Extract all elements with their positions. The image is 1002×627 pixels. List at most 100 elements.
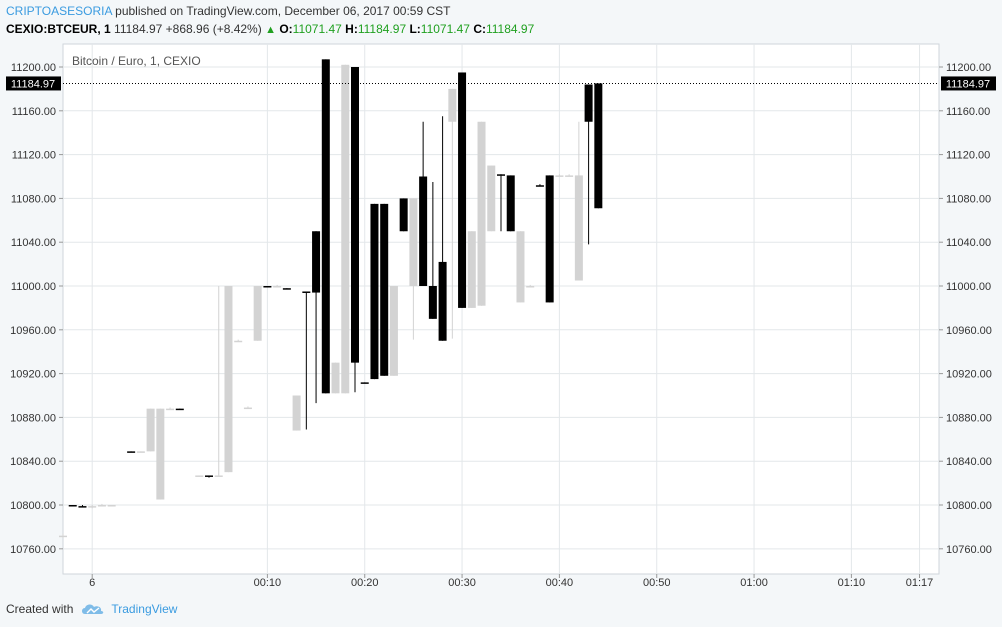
candle-body bbox=[516, 231, 525, 303]
candle-up bbox=[467, 231, 476, 308]
candle-down bbox=[584, 84, 593, 245]
candle-down bbox=[302, 291, 311, 430]
y-tick-label-left: 10800.00 bbox=[10, 500, 56, 512]
candle-body bbox=[107, 505, 116, 507]
candle-down bbox=[594, 83, 603, 209]
y-tick-label-right: 10880.00 bbox=[946, 412, 992, 424]
candle-body bbox=[136, 451, 145, 453]
ohlc-line: CEXIO:BTCEUR, 1 11184.97 +868.96 (+8.42%… bbox=[6, 22, 534, 36]
candle-body bbox=[175, 408, 184, 411]
y-tick-label-left: 11080.00 bbox=[11, 193, 56, 205]
publish-line: CRIPTOASESORIA published on TradingView.… bbox=[6, 4, 450, 18]
last-price-marker: 11184.97 11184.97 bbox=[6, 76, 996, 91]
candle-body bbox=[428, 286, 437, 319]
candle-down bbox=[205, 475, 213, 478]
y-tick-label-left: 11040.00 bbox=[11, 237, 56, 249]
y-tick-label-right: 10920.00 bbox=[946, 369, 992, 381]
published-info: published on TradingView.com, December 0… bbox=[115, 4, 451, 18]
candle-up bbox=[516, 231, 525, 303]
candle-body bbox=[292, 395, 301, 431]
candle-up bbox=[253, 286, 262, 341]
candle-body bbox=[253, 286, 262, 341]
last-price-label-right: 11184.97 bbox=[946, 78, 990, 90]
y-tick-label-left: 11120.00 bbox=[12, 150, 56, 162]
candle-body bbox=[214, 475, 223, 477]
candle-body bbox=[360, 382, 369, 384]
last-price-value: 11184.97 bbox=[114, 22, 163, 36]
candle-up bbox=[574, 121, 583, 281]
y-tick-label-right: 11120.00 bbox=[946, 150, 990, 162]
candlestick-chart[interactable]: 10760.00 10800.00 10840.00 10880.00 10920.00… bbox=[0, 0, 1002, 600]
candle-body bbox=[341, 64, 350, 394]
close-value: 11184.97 bbox=[485, 22, 535, 36]
y-tick-label-right: 10840.00 bbox=[946, 456, 992, 468]
candle-body bbox=[166, 408, 175, 411]
candle-up bbox=[389, 286, 398, 376]
up-triangle-icon: ▲ bbox=[265, 24, 276, 36]
candle-down bbox=[68, 505, 77, 507]
candle-down bbox=[127, 451, 136, 453]
candle-body bbox=[321, 59, 330, 394]
x-tick-label: 00:10 bbox=[254, 577, 282, 589]
candle-up bbox=[195, 475, 204, 477]
x-tick-label: 6 bbox=[89, 577, 95, 589]
candle-body bbox=[224, 286, 233, 473]
candle-body bbox=[146, 408, 155, 452]
y-tick-label-right: 11160.00 bbox=[946, 106, 990, 118]
candle-body bbox=[389, 286, 398, 376]
candle-up bbox=[477, 121, 486, 306]
candle-down bbox=[535, 184, 544, 187]
candle-up bbox=[448, 88, 457, 339]
plot-area bbox=[62, 43, 940, 575]
x-tick-label: 01:10 bbox=[838, 577, 866, 589]
tradingview-cloud-icon bbox=[82, 604, 104, 614]
candle-down bbox=[370, 203, 379, 380]
last-price-tag-left bbox=[6, 76, 61, 91]
candle-down bbox=[497, 174, 505, 232]
y-tick-label-left: 10880.00 bbox=[10, 412, 56, 424]
candle-body bbox=[535, 185, 544, 187]
symbol-label: CEXIO:BTCEUR, 1 bbox=[6, 22, 111, 36]
y-tick-label-left: 11200.00 bbox=[11, 62, 56, 74]
candle-body bbox=[477, 121, 486, 306]
candle-body bbox=[409, 198, 418, 287]
tradingview-brand-link[interactable]: TradingView bbox=[111, 602, 178, 616]
candle-body bbox=[594, 83, 603, 209]
y-tick-label-left: 10760.00 bbox=[10, 544, 56, 556]
x-tick-label: 00:30 bbox=[448, 577, 476, 589]
last-price-label-left: 11184.97 bbox=[11, 78, 55, 90]
y-tick-label-right: 10760.00 bbox=[946, 544, 992, 556]
open-value: 11071.47 bbox=[292, 22, 342, 36]
change-value: +868.96 (+8.42%) bbox=[165, 22, 262, 36]
candle-body bbox=[584, 84, 593, 122]
candle-up bbox=[409, 198, 418, 340]
y-tick-label-right: 10800.00 bbox=[946, 500, 992, 512]
x-tick-label: 01:17 bbox=[906, 577, 934, 589]
candle-body bbox=[302, 291, 311, 293]
chart-title: Bitcoin / Euro, 1, CEXIO bbox=[72, 54, 201, 68]
y-tick-label-left: 11160.00 bbox=[12, 106, 56, 118]
candle-down bbox=[312, 231, 321, 404]
candle-down bbox=[399, 198, 408, 232]
candle-body bbox=[419, 176, 428, 287]
candle-body bbox=[88, 506, 97, 508]
candle-up bbox=[487, 165, 496, 232]
candle-up bbox=[565, 174, 574, 177]
candle-up bbox=[88, 505, 97, 509]
candle-up bbox=[146, 408, 155, 452]
candle-up bbox=[341, 64, 350, 394]
high-label: H: bbox=[345, 22, 358, 36]
candle-body bbox=[68, 505, 77, 507]
candle-down bbox=[78, 505, 87, 508]
candle-body bbox=[467, 231, 476, 308]
high-value: 11184.97 bbox=[357, 22, 407, 36]
author-link[interactable]: CRIPTOASESORIA bbox=[6, 4, 112, 18]
candle-body bbox=[438, 261, 447, 341]
x-axis: 6 00:10 00:20 00:30 00:40 00:50 01:00 01:10 01:1… bbox=[89, 574, 933, 589]
candle-down bbox=[506, 175, 515, 232]
candle-down bbox=[419, 121, 428, 287]
candle-body bbox=[545, 175, 554, 303]
y-tick-label-left: 10840.00 bbox=[10, 456, 56, 468]
y-tick-label-right: 10960.00 bbox=[946, 325, 992, 337]
candle-down bbox=[321, 59, 330, 394]
